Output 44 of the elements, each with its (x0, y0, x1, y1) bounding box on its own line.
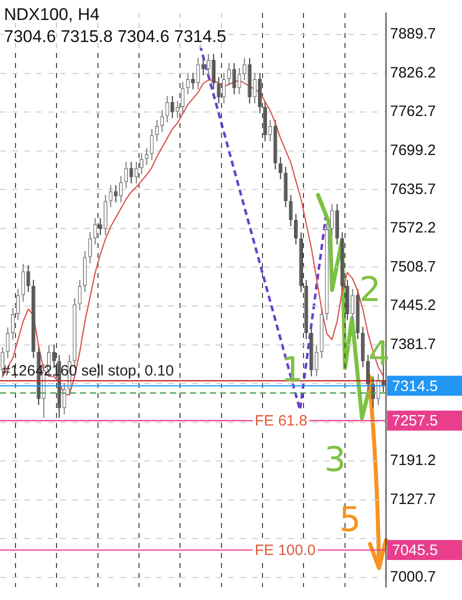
annotation: 1 (281, 350, 303, 390)
annotation: 2 (359, 270, 381, 310)
candlestick (191, 72, 195, 90)
candlestick (294, 214, 298, 244)
y-tick-label: 7762.7 (390, 103, 436, 120)
y-tick-label: 7127.7 (390, 491, 436, 508)
y-tick-label: 7508.7 (390, 258, 436, 276)
y-tick-label: 7826.2 (390, 64, 436, 82)
y-tick-label: 7635.7 (390, 180, 436, 198)
candlestick (32, 280, 36, 358)
y-tick-label: 7381.7 (390, 336, 436, 353)
candlestick (176, 100, 180, 118)
candlestick (263, 100, 267, 142)
candlestick (314, 346, 318, 376)
annotation: FE 61.8 (254, 412, 308, 430)
ref-line-label: 7045.5 (392, 542, 438, 560)
candlestick (206, 54, 210, 76)
chart-title: NDX100, H4 (4, 4, 100, 26)
annotation: FE 100.0 (254, 542, 316, 560)
candlestick (16, 289, 20, 320)
candlestick (330, 204, 334, 236)
candlestick (350, 289, 354, 320)
ref-line-label: 7314.5 (392, 378, 438, 395)
candlestick (155, 120, 159, 142)
candlestick (278, 157, 282, 180)
y-tick-label: 7889.7 (390, 26, 436, 43)
candlestick (242, 58, 246, 80)
candlestick (82, 251, 87, 292)
candlestick (227, 63, 231, 86)
y-tick-label: 7000.7 (390, 568, 436, 586)
text: 7304.6 7315.8 7304.6 7314.5 (4, 26, 226, 48)
candlestick (104, 194, 108, 236)
candlestick (299, 232, 304, 292)
candlestick (88, 232, 92, 264)
y-tick-label: 7445.2 (390, 297, 436, 314)
annotation: 5 (339, 500, 361, 540)
candlestick (366, 354, 370, 390)
candlestick (140, 152, 144, 174)
ref-line-label: 7257.5 (392, 412, 438, 430)
annotation: 3 (324, 440, 346, 480)
y-tick-label: 7191.2 (390, 452, 436, 470)
y-tick-label: 7572.2 (390, 220, 436, 237)
candlestick (119, 176, 123, 202)
y-tick-label: 7699.2 (390, 142, 436, 160)
